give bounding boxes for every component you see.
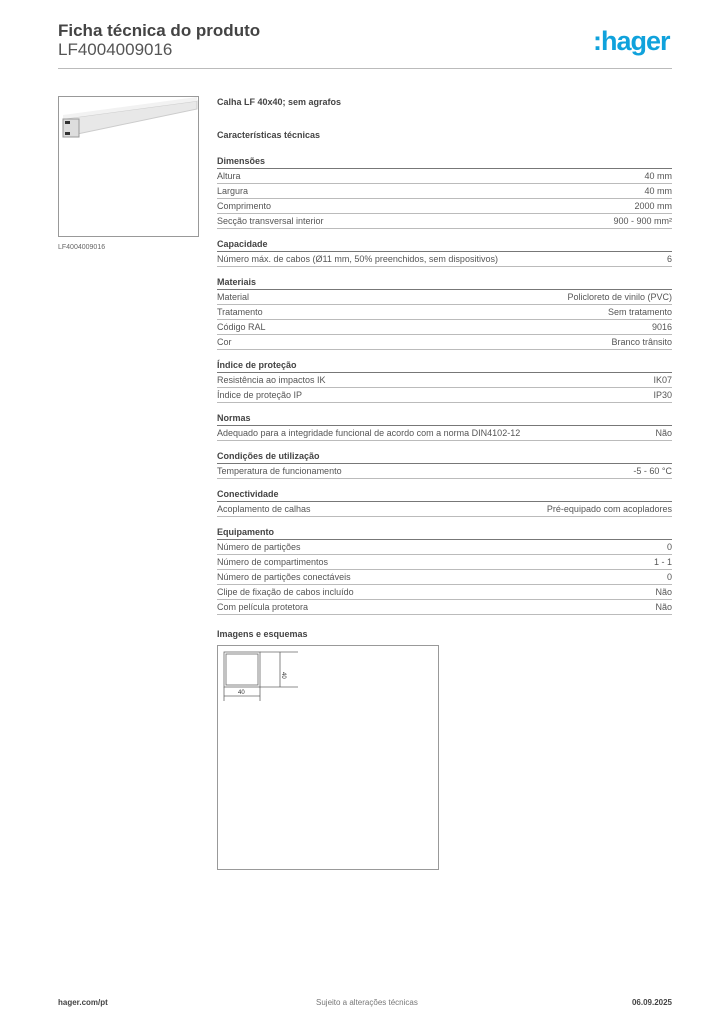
- spec-row: Número de partições conectáveis 0: [217, 570, 672, 585]
- spec-label: Comprimento: [217, 201, 272, 211]
- spec-label: Número máx. de cabos (Ø11 mm, 50% preenc…: [217, 254, 498, 264]
- spec-row: Temperatura de funcionamento -5 - 60 °C: [217, 464, 672, 479]
- product-name: Calha LF 40x40; sem agrafos: [217, 97, 342, 107]
- spec-row: Código RAL 9016: [217, 320, 672, 335]
- section-title: Materiais: [217, 276, 672, 290]
- spec-value: Branco trânsito: [611, 337, 672, 347]
- spec-row: Material Policloreto de vinilo (PVC): [217, 290, 672, 305]
- spec-label: Clipe de fixação de cabos incluído: [217, 587, 354, 597]
- spec-row: Cor Branco trânsito: [217, 335, 672, 350]
- spec-label: Código RAL: [217, 322, 266, 332]
- image-caption: LF4004009016: [58, 244, 106, 251]
- spec-label: Número de partições conectáveis: [217, 572, 351, 582]
- spec-label: Tratamento: [217, 307, 263, 317]
- page-title: Ficha técnica do produto: [58, 21, 261, 40]
- spec-row: Adequado para a integridade funcional de…: [217, 426, 672, 441]
- spec-value: 9016: [651, 322, 672, 332]
- spec-value: Sem tratamento: [607, 307, 672, 317]
- spec-value: IP30: [653, 390, 672, 400]
- spec-label: Número de partições: [217, 542, 301, 552]
- section-title: Capacidade: [217, 238, 672, 252]
- spec-row: Número máx. de cabos (Ø11 mm, 50% preenc…: [217, 252, 672, 267]
- spec-value: IK07: [653, 375, 672, 385]
- spec-section: Capacidade Número máx. de cabos (Ø11 mm, …: [217, 238, 672, 267]
- section-title: Equipamento: [217, 526, 672, 540]
- spec-row: Acoplamento de calhas Pré-equipado com ac…: [217, 502, 672, 517]
- spec-value: Policloreto de vinilo (PVC): [567, 292, 672, 302]
- spec-section: Condições de utilização Temperatura de fu…: [217, 450, 672, 479]
- spec-section: Conectividade Acoplamento de calhas Pré-eq…: [217, 488, 672, 517]
- spec-section: Equipamento Número de partições 0 Número de…: [217, 526, 672, 615]
- spec-row: Largura 40 mm: [217, 184, 672, 199]
- section-title: Dimensões: [217, 155, 672, 169]
- spec-row: Índice de proteção IP IP30: [217, 388, 672, 403]
- images-title: Imagens e esquemas: [217, 629, 308, 639]
- spec-value: -5 - 60 °C: [633, 466, 672, 476]
- spec-row: Resistência ao impactos IK IK07: [217, 373, 672, 388]
- spec-row: Altura 40 mm: [217, 169, 672, 184]
- section-title: Normas: [217, 412, 672, 426]
- spec-label: Secção transversal interior: [217, 216, 324, 226]
- spec-row: Número de partições 0: [217, 540, 672, 555]
- section-title: Índice de proteção: [217, 359, 672, 373]
- footer-website[interactable]: hager.com/pt: [58, 998, 108, 1007]
- spec-row: Tratamento Sem tratamento: [217, 305, 672, 320]
- spec-row: Comprimento 2000 mm: [217, 199, 672, 214]
- height-dimension-label: 40: [280, 672, 286, 679]
- spec-value: 1 - 1: [653, 557, 672, 567]
- spec-label: Temperatura de funcionamento: [217, 466, 342, 476]
- spec-value: 900 - 900 mm²: [613, 216, 672, 226]
- spec-value: 0: [666, 542, 672, 552]
- divider: [58, 68, 672, 69]
- spec-row: Número de compartimentos 1 - 1: [217, 555, 672, 570]
- spec-value: 2000 mm: [634, 201, 672, 211]
- spec-value: Não: [655, 428, 672, 438]
- footer-date: 06.09.2025: [631, 998, 672, 1007]
- product-code: LF4004009016: [58, 40, 173, 59]
- spec-label: Altura: [217, 171, 241, 181]
- spec-value: 6: [666, 254, 672, 264]
- product-image: [58, 96, 199, 237]
- spec-label: Cor: [217, 337, 232, 347]
- spec-label: Material: [217, 292, 250, 302]
- spec-row: Secção transversal interior 900 - 900 mm²: [217, 214, 672, 229]
- hager-logo: :hager: [593, 26, 671, 56]
- footer-note: Sujeito a alterações técnicas: [316, 998, 418, 1007]
- spec-section: Índice de proteção Resistência ao impacto…: [217, 359, 672, 403]
- spec-row: Clipe de fixação de cabos incluído Não: [217, 585, 672, 600]
- spec-value: Pré-equipado com acopladores: [546, 504, 672, 514]
- spec-value: Não: [655, 587, 672, 597]
- spec-value: 0: [666, 572, 672, 582]
- width-dimension-label: 40: [238, 690, 245, 696]
- spec-label: Adequado para a integridade funcional de…: [217, 428, 521, 438]
- spec-value: 40 mm: [644, 186, 672, 196]
- section-title: Conectividade: [217, 488, 672, 502]
- technical-drawing: 40 40: [217, 645, 439, 870]
- section-title: Condições de utilização: [217, 450, 672, 464]
- spec-label: Largura: [217, 186, 249, 196]
- spec-label: Número de compartimentos: [217, 557, 329, 567]
- spec-label: Resistência ao impactos IK: [217, 375, 326, 385]
- spec-row: Com película protetora Não: [217, 600, 672, 615]
- spec-value: Não: [655, 602, 672, 612]
- spec-section: Dimensões Altura 40 mm Largura 40 mm Comprime…: [217, 155, 672, 229]
- spec-section: Materiais Material Policloreto de vinilo (…: [217, 276, 672, 350]
- spec-label: Índice de proteção IP: [217, 390, 303, 400]
- spec-label: Acoplamento de calhas: [217, 504, 311, 514]
- characteristics-title: Características técnicas: [217, 130, 321, 140]
- spec-section: Normas Adequado para a integridade funcio…: [217, 412, 672, 441]
- spec-label: Com película protetora: [217, 602, 309, 612]
- spec-value: 40 mm: [644, 171, 672, 181]
